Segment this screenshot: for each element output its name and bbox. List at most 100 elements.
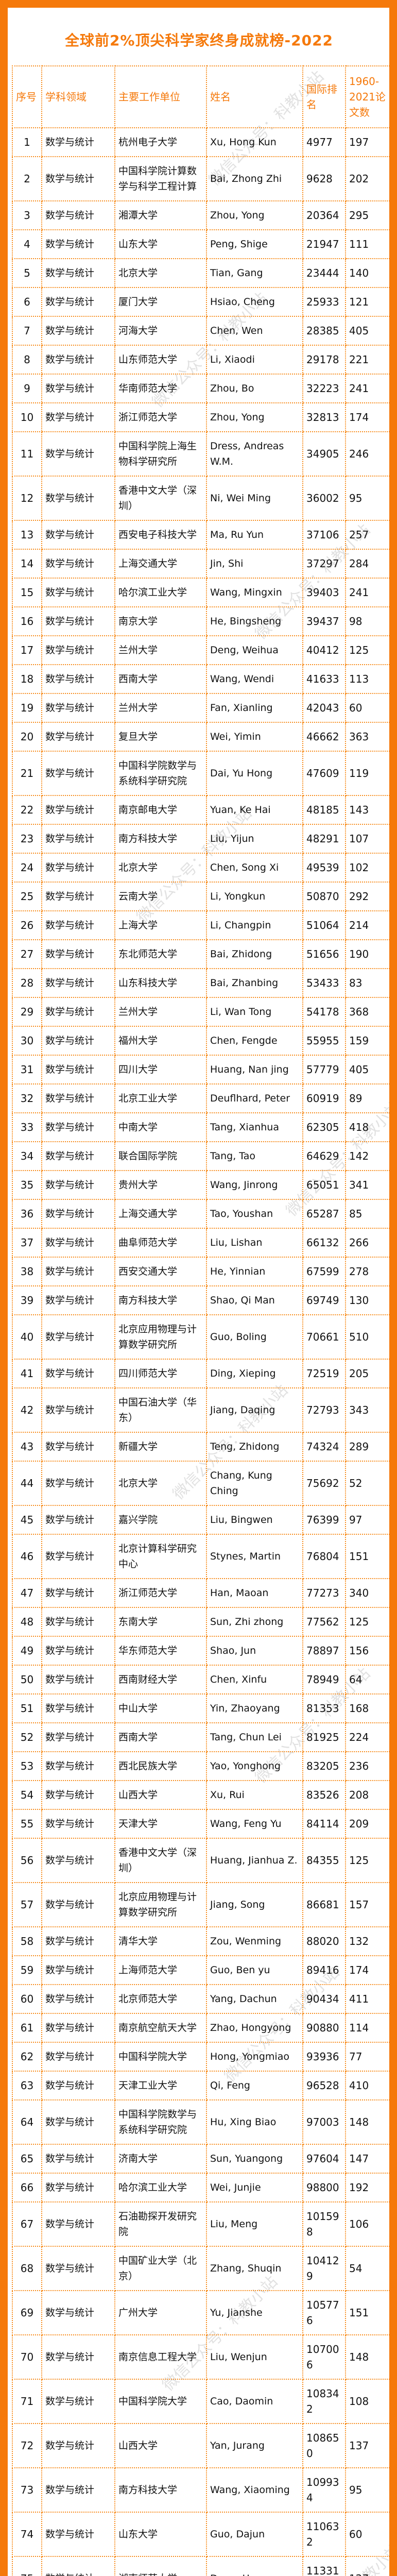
institution-cell: 山东大学 (114, 229, 207, 259)
field-cell: 数学与统计 (41, 997, 115, 1027)
institution-cell: 湖南师范大学 (114, 2556, 207, 2576)
name-cell: Zou, Wenming (206, 1926, 303, 1956)
papers-cell: 157 (345, 1882, 389, 1927)
table-row: 7 数学与统计 河海大学 Chen, Wen 28385 405 (12, 316, 389, 346)
institution-cell: 西南财经大学 (114, 1665, 207, 1694)
name-cell: Dress, Andreas W.M. (206, 431, 303, 477)
institution-cell: 北京应用物理与计算数学研究所 (114, 1314, 207, 1360)
institution-cell: 山东大学 (114, 2512, 207, 2557)
papers-cell: 418 (345, 1112, 389, 1142)
name-cell: Jiang, Daqing (206, 1387, 303, 1433)
field-cell: 数学与统计 (41, 476, 115, 521)
name-cell: Li, Changpin (206, 910, 303, 940)
global-rank-cell: 78949 (302, 1665, 346, 1694)
name-cell: Li, Yongkun (206, 882, 303, 911)
name-cell: Liu, Yijun (206, 824, 303, 854)
name-cell: Chen, Song Xi (206, 853, 303, 883)
global-rank-cell: 57779 (302, 1055, 346, 1084)
name-cell: Wang, Xiaoming (206, 2467, 303, 2513)
table-row: 38 数学与统计 西安交通大学 He, Yinnian 67599 278 (12, 1257, 389, 1286)
institution-cell: 新疆大学 (114, 1432, 207, 1462)
table-row: 27 数学与统计 东北师范大学 Bai, Zhidong 51656 190 (12, 939, 389, 969)
index-cell: 21 (12, 751, 42, 796)
name-cell: Zhou, Yong (206, 200, 303, 230)
global-rank-cell: 9628 (302, 156, 346, 201)
index-cell: 74 (12, 2512, 42, 2557)
papers-cell: 132 (345, 1926, 389, 1956)
table-row: 5 数学与统计 北京大学 Tian, Gang 23444 140 (12, 258, 389, 288)
institution-cell: 兰州大学 (114, 693, 207, 723)
papers-cell: 174 (345, 1955, 389, 1985)
table-row: 30 数学与统计 福州大学 Chen, Fengde 55955 159 (12, 1026, 389, 1056)
index-cell: 69 (12, 2290, 42, 2335)
institution-cell: 贵州大学 (114, 1170, 207, 1200)
global-rank-cell: 105776 (302, 2290, 346, 2335)
index-cell: 2 (12, 156, 42, 201)
institution-cell: 浙江师范大学 (114, 402, 207, 432)
institution-cell: 中山大学 (114, 1693, 207, 1723)
global-rank-cell: 108650 (302, 2423, 346, 2468)
name-cell: Hu, Xing Biao (206, 2099, 303, 2145)
global-rank-cell: 88020 (302, 1926, 346, 1956)
index-cell: 22 (12, 795, 42, 825)
name-cell: Yuan, Ke Hai (206, 795, 303, 825)
name-cell: Liu, Bingwen (206, 1505, 303, 1535)
field-cell: 数学与统计 (41, 939, 115, 969)
name-cell: Zhou, Bo (206, 374, 303, 403)
institution-cell: 北京师范大学 (114, 1984, 207, 2014)
global-rank-cell: 83526 (302, 1780, 346, 1810)
field-cell: 数学与统计 (41, 127, 115, 157)
name-cell: Deng, Hanyuan (206, 2556, 303, 2576)
institution-cell: 西安交通大学 (114, 1257, 207, 1286)
table-row: 63 数学与统计 天津工业大学 Qi, Feng 96528 410 (12, 2071, 389, 2100)
field-cell: 数学与统计 (41, 2379, 115, 2424)
index-cell: 59 (12, 1955, 42, 1985)
papers-cell: 60 (345, 693, 389, 723)
index-cell: 17 (12, 635, 42, 665)
papers-cell: 64 (345, 1665, 389, 1694)
global-rank-cell: 65287 (302, 1199, 346, 1229)
field-cell: 数学与统计 (41, 2013, 115, 2043)
field-cell: 数学与统计 (41, 578, 115, 607)
name-cell: Yao, Yonghong (206, 1751, 303, 1781)
field-cell: 数学与统计 (41, 1199, 115, 1229)
field-cell: 数学与统计 (41, 1055, 115, 1084)
index-cell: 57 (12, 1882, 42, 1927)
name-cell: Chen, Wen (206, 316, 303, 346)
global-rank-cell: 47609 (302, 751, 346, 796)
global-rank-cell: 37106 (302, 520, 346, 550)
institution-cell: 四川大学 (114, 1055, 207, 1084)
table-row: 72 数学与统计 山西大学 Yan, Jurang 108650 137 (12, 2423, 389, 2468)
name-cell: Cao, Daomin (206, 2379, 303, 2424)
global-rank-cell: 83205 (302, 1751, 346, 1781)
index-cell: 32 (12, 1083, 42, 1113)
global-rank-cell: 60919 (302, 1083, 346, 1113)
global-rank-cell: 37297 (302, 549, 346, 579)
table-row: 54 数学与统计 山西大学 Xu, Rui 83526 208 (12, 1780, 389, 1810)
global-rank-cell: 72519 (302, 1359, 346, 1388)
institution-cell: 厦门大学 (114, 287, 207, 317)
global-rank-cell: 65051 (302, 1170, 346, 1200)
field-cell: 数学与统计 (41, 2512, 115, 2557)
global-rank-cell: 20364 (302, 200, 346, 230)
papers-cell: 241 (345, 374, 389, 403)
index-cell: 46 (12, 1534, 42, 1579)
papers-cell: 368 (345, 997, 389, 1027)
institution-cell: 四川师范大学 (114, 1359, 207, 1388)
field-cell: 数学与统计 (41, 664, 115, 694)
global-rank-cell: 4977 (302, 127, 346, 157)
global-rank-cell: 67599 (302, 1257, 346, 1286)
global-rank-cell: 55955 (302, 1026, 346, 1056)
field-cell: 数学与统计 (41, 287, 115, 317)
global-rank-cell: 39403 (302, 578, 346, 607)
global-rank-cell: 51656 (302, 939, 346, 969)
table-row: 28 数学与统计 山东科技大学 Bai, Zhanbing 53433 83 (12, 968, 389, 998)
name-cell: Fan, Xianling (206, 693, 303, 723)
institution-cell: 西南大学 (114, 1722, 207, 1752)
global-rank-cell: 39437 (302, 606, 346, 636)
field-cell: 数学与统计 (41, 258, 115, 288)
institution-cell: 山东科技大学 (114, 968, 207, 998)
index-cell: 49 (12, 1636, 42, 1666)
index-cell: 12 (12, 476, 42, 521)
name-cell: Tang, Xianhua (206, 1112, 303, 1142)
